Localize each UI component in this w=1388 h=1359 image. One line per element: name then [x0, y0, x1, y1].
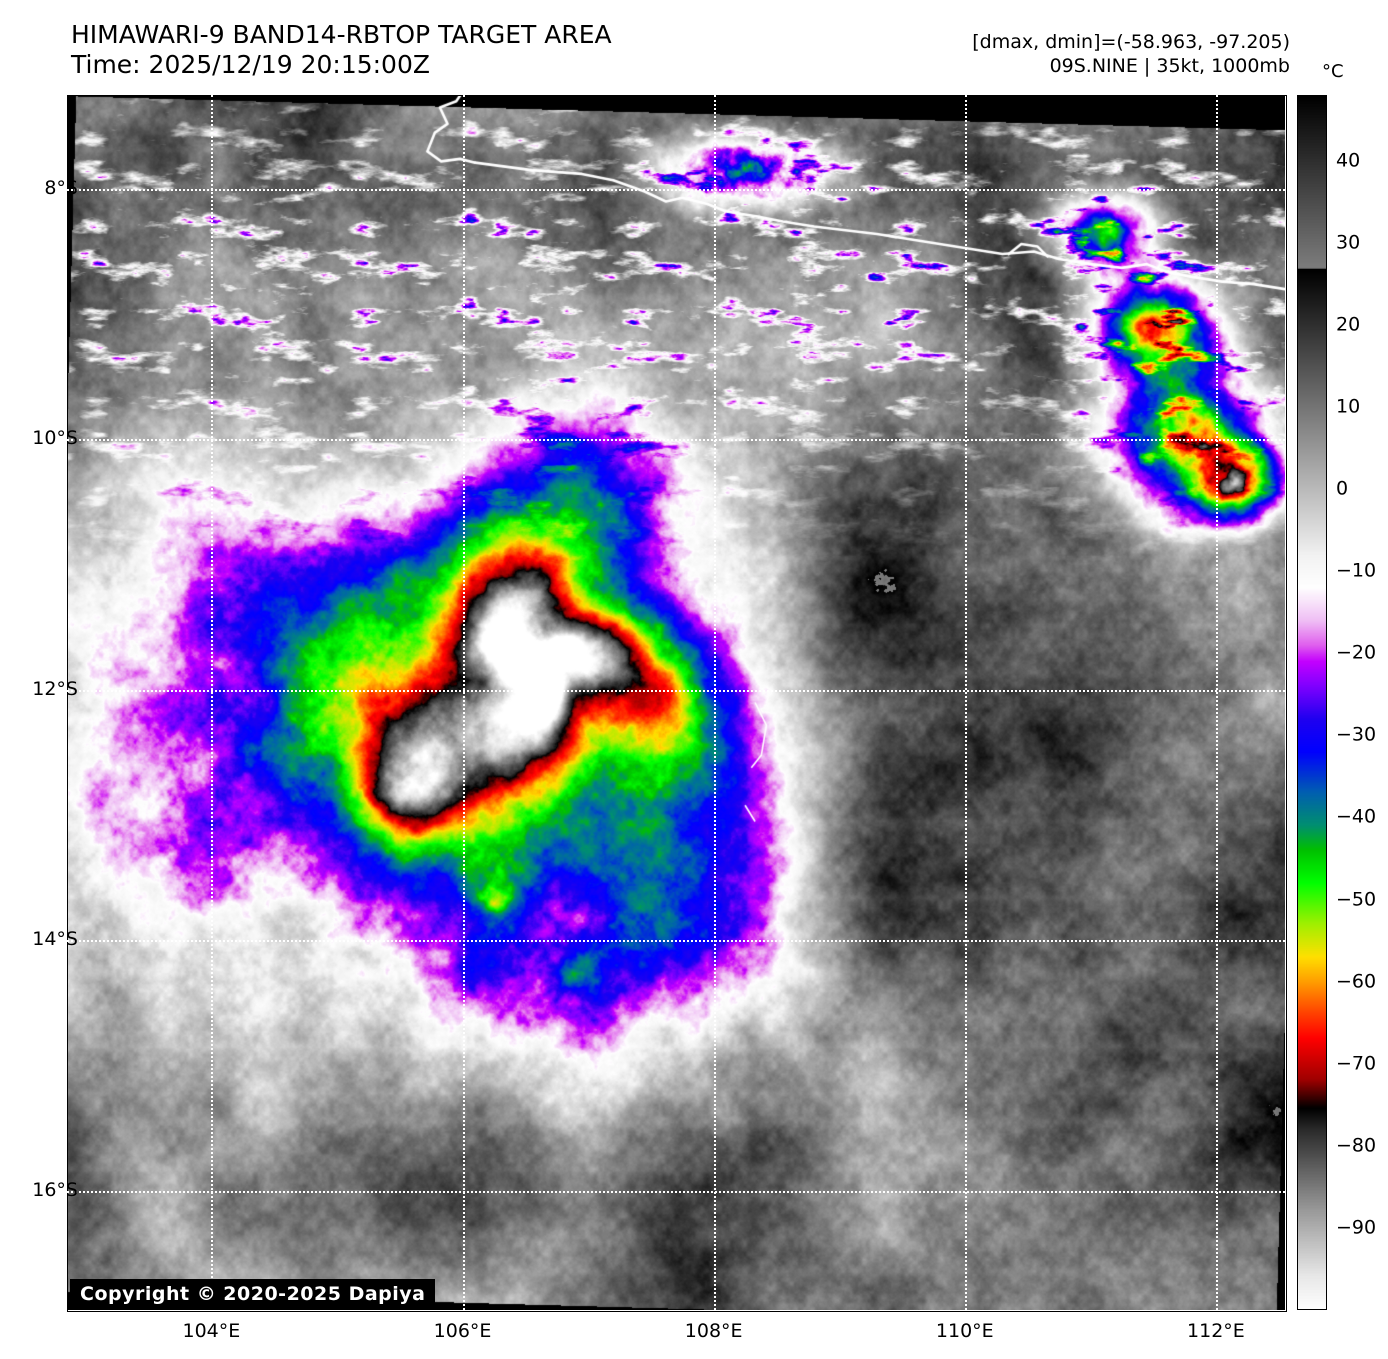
header-right: [dmax, dmin]=(-58.963, -97.205) 09S.NINE…	[730, 30, 1290, 78]
colorbar-gradient	[1297, 95, 1327, 1310]
ytick-12s: 12°S	[32, 677, 78, 700]
ytick-16s: 16°S	[32, 1179, 78, 1201]
copyright-banner: Copyright © 2020-2025 Dapiya	[70, 1279, 436, 1310]
satellite-infrared-image	[67, 95, 1285, 1310]
colorbar-tick-minus90: −90	[1336, 1216, 1377, 1239]
satellite-plot-area	[67, 95, 1285, 1310]
ytick-14s: 14°S	[32, 928, 78, 951]
xtick-108e: 108°E	[684, 1320, 743, 1342]
ytick-10s: 10°S	[32, 427, 78, 450]
colorbar-tick-minus60: −60	[1336, 970, 1377, 993]
xtick-106e: 106°E	[433, 1320, 492, 1342]
ytick-8s: 8°S	[44, 176, 78, 199]
colorbar-unit-label: °C	[1322, 61, 1344, 82]
colorbar-tick-minus80: −80	[1336, 1134, 1377, 1157]
colorbar-tick-minus20: −20	[1336, 641, 1377, 664]
colorbar-tick-30: 30	[1336, 231, 1361, 254]
colorbar-tick-10: 10	[1336, 395, 1361, 418]
temperature-colorbar	[1297, 95, 1327, 1310]
colorbar-tick-minus70: −70	[1336, 1052, 1377, 1075]
header-left: HIMAWARI-9 BAND14-RBTOP TARGET AREA Time…	[71, 20, 771, 80]
colorbar-tick-minus10: −10	[1336, 559, 1377, 582]
data-minmax-label: [dmax, dmin]=(-58.963, -97.205)	[972, 31, 1290, 53]
colorbar-tick-minus30: −30	[1336, 723, 1377, 746]
xtick-104e: 104°E	[182, 1320, 241, 1342]
colorbar-tick-20: 20	[1336, 313, 1361, 336]
colorbar-tick-minus40: −40	[1336, 805, 1377, 828]
timestamp-label: Time: 2025/12/19 20:15:00Z	[71, 50, 430, 79]
page-title: HIMAWARI-9 BAND14-RBTOP TARGET AREA	[71, 20, 612, 49]
xtick-112e: 112°E	[1187, 1320, 1245, 1342]
xtick-110e: 110°E	[935, 1320, 994, 1342]
storm-info-label: 09S.NINE | 35kt, 1000mb	[1049, 55, 1290, 77]
colorbar-tick-40: 40	[1336, 149, 1361, 172]
colorbar-tick-0: 0	[1336, 477, 1349, 500]
colorbar-tick-minus50: −50	[1336, 888, 1377, 911]
